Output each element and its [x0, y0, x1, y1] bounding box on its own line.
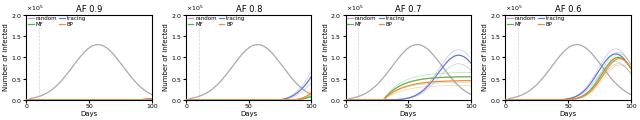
Legend: random, MF, tracing, BP: random, MF, tracing, BP [507, 16, 565, 28]
X-axis label: Days: Days [400, 111, 417, 117]
Y-axis label: Number of infected: Number of infected [163, 24, 169, 91]
X-axis label: Days: Days [559, 111, 577, 117]
Y-axis label: Number of infected: Number of infected [323, 24, 329, 91]
X-axis label: Days: Days [81, 111, 98, 117]
Title: AF 0.6: AF 0.6 [555, 5, 581, 14]
Legend: random, MF, tracing, BP: random, MF, tracing, BP [347, 16, 406, 28]
Y-axis label: Number of infected: Number of infected [483, 24, 488, 91]
Legend: random, MF, tracing, BP: random, MF, tracing, BP [28, 16, 86, 28]
Title: AF 0.7: AF 0.7 [395, 5, 422, 14]
X-axis label: Days: Days [240, 111, 257, 117]
Y-axis label: Number of infected: Number of infected [3, 24, 10, 91]
Title: AF 0.9: AF 0.9 [76, 5, 102, 14]
Title: AF 0.8: AF 0.8 [236, 5, 262, 14]
Legend: random, MF, tracing, BP: random, MF, tracing, BP [188, 16, 246, 28]
